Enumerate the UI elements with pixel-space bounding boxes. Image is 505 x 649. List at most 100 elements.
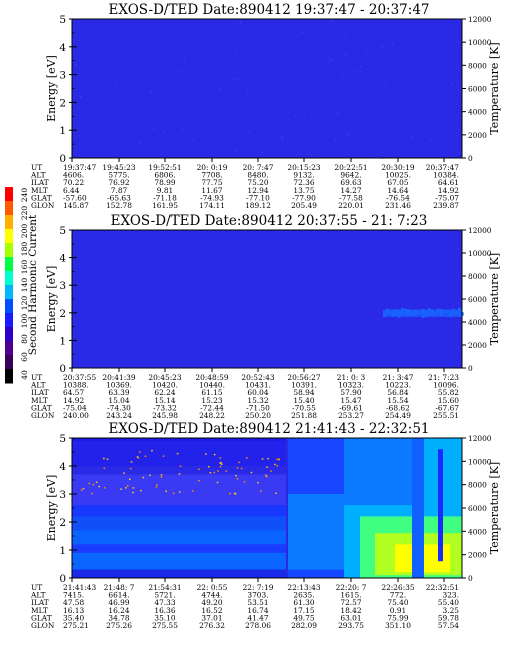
colorbar-label: Second Harmonic Current — [27, 214, 39, 355]
y-tick-label: 1 — [59, 545, 66, 557]
spectrogram-feature — [72, 438, 462, 578]
spectrogram-speck — [106, 458, 109, 460]
y-tick-label: 4 — [59, 253, 66, 265]
colorbar-segment — [5, 299, 13, 314]
table-row-label: GLON — [31, 201, 55, 210]
colorbar-tick-label: 40 — [20, 370, 29, 380]
y-tick-label: 3 — [59, 489, 66, 501]
table-cell: 10096. — [433, 381, 459, 390]
table-cell: 5775. — [108, 171, 129, 180]
table-cell: 21:48: 7 — [104, 583, 135, 592]
y-axis-label: Energy [eV] — [45, 475, 58, 542]
spectrogram-speck — [276, 458, 278, 461]
table-cell: 18.42 — [340, 606, 361, 615]
table-cell: -67.67 — [435, 403, 459, 412]
spectrogram-stripe — [438, 449, 443, 562]
table-row-label: ALT — [30, 381, 46, 390]
spectrogram-speck — [332, 19, 334, 21]
colorbar-segment — [5, 271, 13, 286]
spectrogram-band — [72, 516, 286, 531]
table-cell: -70.55 — [292, 403, 316, 412]
table-cell: 14.27 — [340, 186, 361, 195]
spectrogram-speck — [220, 463, 223, 465]
table-cell: 78.99 — [154, 178, 175, 187]
spectrogram-speck — [162, 455, 165, 457]
spectrogram-speck — [265, 475, 268, 478]
spectrogram-speck — [132, 491, 134, 494]
table-cell: 772. — [390, 591, 406, 600]
table-cell: 276.32 — [199, 621, 225, 630]
table-cell: 16.36 — [154, 606, 175, 615]
spectrogram-speck — [221, 74, 223, 76]
spectrogram-speck — [98, 485, 100, 488]
spectrogram-speck — [219, 465, 222, 468]
spectrogram-speck — [151, 449, 153, 452]
spectrogram-speck — [103, 467, 106, 470]
table-cell: 75.20 — [247, 178, 268, 187]
y2-axis-label: Temperature [K] — [488, 462, 501, 554]
spectrogram-speck — [176, 452, 179, 455]
y-tick-label: 1 — [59, 335, 66, 347]
table-cell: 4744. — [201, 591, 222, 600]
table-cell: 10025. — [385, 171, 411, 180]
spectrogram-speck — [235, 475, 237, 477]
table-cell: 250.20 — [245, 411, 271, 420]
table-cell: 161.95 — [152, 201, 178, 210]
y2-tick-label: 4000 — [468, 108, 487, 117]
table-cell: 16.24 — [108, 606, 129, 615]
y2-tick-label: 6000 — [468, 295, 487, 304]
table-cell: 67.05 — [387, 178, 408, 187]
spectrogram-region — [344, 438, 414, 506]
spectrogram-speck — [391, 61, 393, 63]
spectrogram-speck — [281, 136, 284, 139]
table-cell: -75.04 — [63, 403, 87, 412]
spectrogram-speck — [144, 455, 147, 457]
y2-tick-label: 6000 — [468, 85, 487, 94]
table-cell: 11.67 — [201, 186, 222, 195]
spectrogram-band — [72, 440, 286, 466]
spectrogram-speck — [136, 456, 139, 458]
table-cell: 19:52:51 — [148, 163, 181, 172]
spectrogram-speck — [235, 78, 237, 80]
table-cell: 145.87 — [63, 201, 89, 210]
colorbar-segment — [5, 229, 13, 244]
table-cell: 21: 0: 3 — [337, 373, 366, 382]
table-cell: 72.36 — [293, 178, 314, 187]
table-cell: 57.90 — [340, 388, 361, 397]
spectrogram-speck — [231, 78, 233, 81]
table-cell: 255.51 — [433, 411, 459, 420]
table-cell: 8480. — [247, 171, 268, 180]
spectrogram-speck — [115, 84, 117, 86]
table-cell: -65.63 — [107, 193, 131, 202]
spectrogram-speck — [348, 133, 350, 136]
spectrogram-speck — [219, 457, 222, 459]
spectrogram-speck — [385, 85, 387, 87]
spectrogram-speck — [207, 466, 210, 468]
spectrogram-speck — [139, 141, 141, 143]
table-row-label: ALT — [30, 171, 46, 180]
spectrogram-speck — [172, 492, 175, 494]
spectrogram-band — [72, 505, 286, 517]
y2-tick-label: 2000 — [468, 131, 487, 140]
ephemeris-table: UTALTILATMLTGLATGLON21:41:437415.47.5816… — [30, 583, 459, 630]
colorbar-tick-label: 160 — [20, 260, 29, 275]
y-tick-label: 2 — [59, 308, 66, 320]
table-cell: 275.26 — [106, 621, 132, 630]
colorbar-tick-label: 240 — [20, 188, 29, 203]
spectrogram-speck — [182, 129, 184, 131]
table-cell: 15.40 — [293, 396, 314, 405]
y2-tick-label: 4000 — [468, 527, 487, 536]
table-row-label: MLT — [31, 606, 48, 615]
table-cell: 275.21 — [63, 621, 89, 630]
spectrogram-speck — [336, 112, 339, 114]
spectrogram-speck — [140, 489, 142, 492]
spectrogram-speck — [411, 136, 414, 138]
table-cell: -75.07 — [435, 193, 459, 202]
table-cell: 239.87 — [433, 201, 459, 210]
spectrogram-speck — [191, 490, 194, 492]
table-cell: 64.61 — [438, 178, 459, 187]
y-tick-label: 1 — [59, 125, 66, 137]
spectrogram-speck — [234, 493, 237, 495]
spectrogram-speck — [301, 31, 304, 34]
spectrogram-speck — [125, 487, 127, 489]
